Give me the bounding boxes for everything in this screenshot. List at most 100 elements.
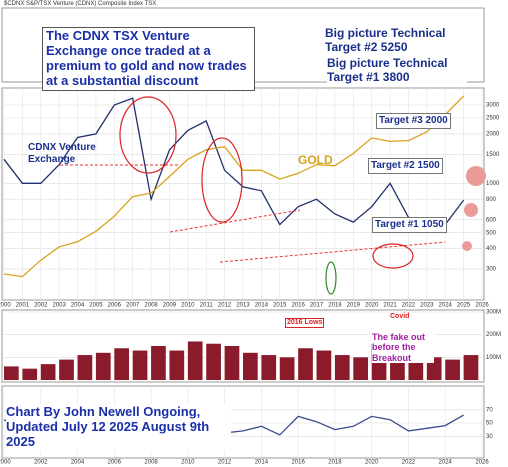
volume-bar bbox=[59, 359, 74, 380]
volume-bar bbox=[353, 357, 369, 380]
highlight bbox=[201, 137, 243, 223]
volume-bar bbox=[298, 348, 313, 380]
volume-bar bbox=[114, 348, 130, 380]
x-tick-label: 2026 bbox=[475, 460, 489, 466]
x-tick-label: 2021 bbox=[383, 303, 397, 309]
x-tick-label: 2012 bbox=[218, 303, 232, 309]
x-tick-label: 2008 bbox=[144, 303, 158, 309]
x-tick-label: 2004 bbox=[71, 303, 85, 309]
y-tick-label: 50 bbox=[486, 421, 493, 427]
y-tick-label: 600 bbox=[486, 217, 497, 223]
x-tick-label: 2001 bbox=[16, 303, 30, 309]
x-tick-label: 2016 bbox=[291, 460, 305, 466]
highlight bbox=[325, 261, 337, 295]
header-title: $CDNX S&P/TSX Venture (CDNX) Composite I… bbox=[4, 1, 157, 7]
x-tick-label: 2020 bbox=[365, 303, 379, 309]
x-tick-label: 2006 bbox=[108, 303, 122, 309]
x-tick-label: 2016 bbox=[291, 303, 305, 309]
volume-bar bbox=[224, 346, 240, 380]
y-tick-label: 2000 bbox=[486, 131, 500, 137]
x-tick-label: 2020 bbox=[365, 460, 379, 466]
x-tick-label: 2023 bbox=[420, 303, 434, 309]
volume-bar bbox=[279, 357, 295, 380]
annotation: The CDNX TSX Venture Exchange once trade… bbox=[42, 27, 255, 91]
volume-bar bbox=[334, 355, 350, 380]
volume-bar bbox=[151, 346, 166, 380]
x-tick-label: 2014 bbox=[255, 303, 269, 309]
x-tick-label: 2015 bbox=[273, 303, 287, 309]
x-tick-label: 2011 bbox=[200, 303, 214, 309]
y-tick-label: 70 bbox=[486, 407, 493, 413]
volume-bar bbox=[316, 350, 332, 380]
volume-bar bbox=[77, 355, 93, 380]
x-tick-label: 2000 bbox=[0, 460, 11, 466]
volume-bar bbox=[95, 352, 111, 380]
annotation: Chart By John Newell Ongoing, Updated Ju… bbox=[6, 404, 231, 450]
x-tick-label: 2019 bbox=[347, 303, 361, 309]
volume-bar bbox=[463, 355, 479, 380]
series-line bbox=[3, 97, 465, 226]
annotation: The fake out before the Breakout bbox=[372, 332, 434, 364]
x-tick-label: 2003 bbox=[52, 303, 66, 309]
annotation: CDNX Venture Exchange bbox=[28, 142, 96, 165]
volume-bar bbox=[40, 364, 56, 380]
x-tick-label: 2006 bbox=[108, 460, 122, 466]
y-tick-label: 200M bbox=[486, 332, 501, 338]
x-tick-label: 2018 bbox=[328, 460, 342, 466]
volume-bar bbox=[22, 368, 38, 380]
x-tick-label: 2018 bbox=[328, 303, 342, 309]
highlight bbox=[372, 243, 414, 269]
x-tick-label: 2004 bbox=[71, 460, 85, 466]
volume-bar bbox=[206, 343, 221, 380]
x-tick-label: 2010 bbox=[181, 303, 195, 309]
x-tick-label: 2024 bbox=[439, 460, 453, 466]
volume-bar bbox=[132, 350, 148, 380]
volume-bar bbox=[187, 341, 203, 380]
volume-bar bbox=[243, 352, 258, 380]
y-tick-label: 1000 bbox=[486, 181, 500, 187]
volume-bar bbox=[4, 366, 19, 380]
x-tick-label: 2022 bbox=[402, 460, 416, 466]
x-tick-label: 2002 bbox=[34, 303, 48, 309]
y-tick-label: 1500 bbox=[486, 152, 500, 158]
x-tick-label: 2000 bbox=[0, 303, 11, 309]
annotation: 2016 Lows bbox=[285, 318, 325, 329]
target-dot bbox=[464, 203, 478, 217]
x-tick-label: 2010 bbox=[181, 460, 195, 466]
y-tick-label: 800 bbox=[486, 197, 497, 203]
x-tick-label: 2025 bbox=[457, 303, 471, 309]
annotation: Target #2 1500 bbox=[368, 158, 443, 174]
highlight bbox=[119, 96, 177, 174]
arrow bbox=[219, 241, 446, 263]
volume-bar bbox=[261, 355, 277, 380]
y-tick-label: 300M bbox=[486, 310, 501, 316]
target-dot bbox=[462, 241, 472, 251]
annotation: Covid bbox=[389, 313, 411, 322]
x-tick-label: 2008 bbox=[144, 460, 158, 466]
x-tick-label: 2005 bbox=[89, 303, 103, 309]
x-tick-label: 2009 bbox=[163, 303, 177, 309]
y-tick-label: 30 bbox=[486, 434, 493, 440]
annotation: Target #3 2000 bbox=[376, 113, 451, 129]
x-tick-label: 2022 bbox=[402, 303, 416, 309]
y-tick-label: 2500 bbox=[486, 116, 500, 122]
arrow bbox=[169, 209, 301, 233]
volume-bar bbox=[445, 359, 460, 380]
y-tick-label: 300 bbox=[486, 267, 497, 273]
y-tick-label: 100M bbox=[486, 355, 501, 361]
x-tick-label: 2014 bbox=[255, 460, 269, 466]
annotation: Big picture Technical Target #1 3800 bbox=[327, 56, 467, 85]
target-dot bbox=[466, 166, 486, 186]
y-tick-label: 3000 bbox=[486, 103, 500, 109]
x-tick-label: 2012 bbox=[218, 460, 232, 466]
y-tick-label: 500 bbox=[486, 230, 497, 236]
y-tick-label: 400 bbox=[486, 246, 497, 252]
x-tick-label: 2024 bbox=[439, 303, 453, 309]
x-tick-label: 2007 bbox=[126, 303, 140, 309]
annotation: Big picture Technical Target #2 5250 bbox=[325, 26, 465, 55]
annotation: GOLD bbox=[298, 153, 333, 167]
x-tick-label: 2017 bbox=[310, 303, 324, 309]
x-tick-label: 2013 bbox=[236, 303, 250, 309]
series-line bbox=[3, 95, 465, 278]
